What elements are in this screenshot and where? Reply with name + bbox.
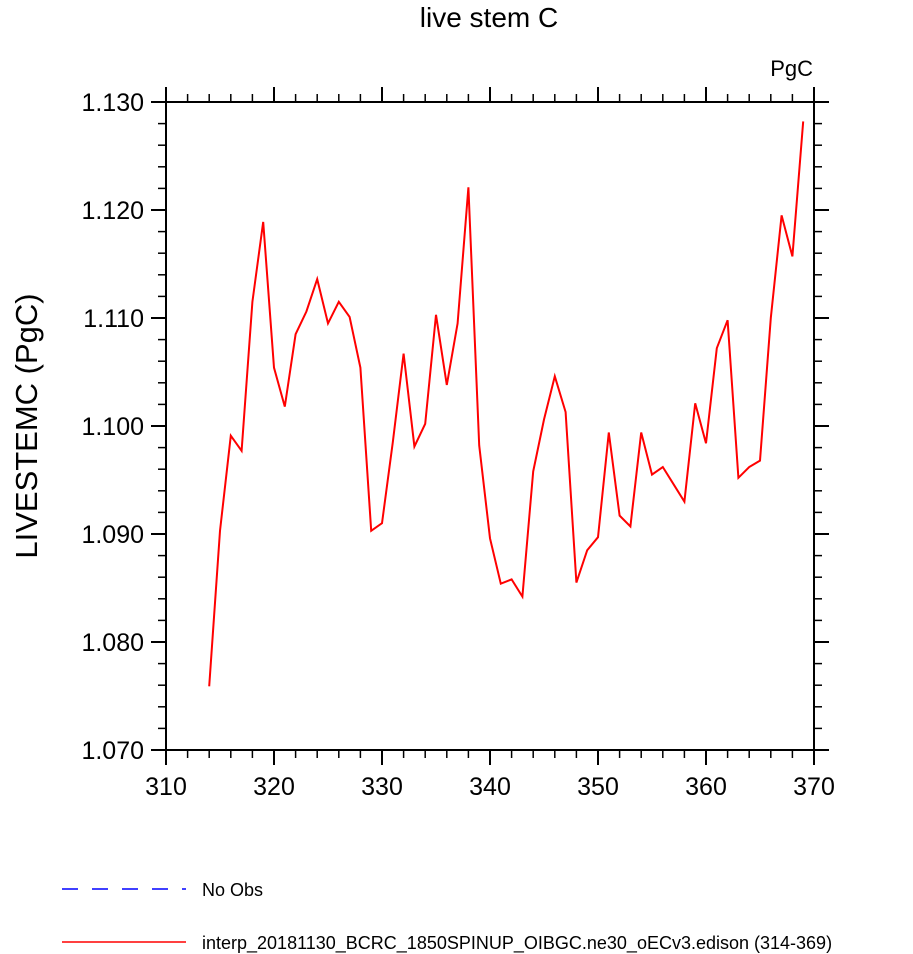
y-tick-labels: 1.070 1.080 1.090 1.100 1.110 1.120 1.130 <box>81 89 144 765</box>
y-tick-label: 1.130 <box>81 89 144 117</box>
series-line <box>208 121 805 687</box>
axis-ticks <box>151 87 829 765</box>
x-tick-label: 360 <box>685 773 727 801</box>
x-tick-label: 310 <box>145 773 187 801</box>
y-axis-label: LIVESTEMC (PgC) <box>9 293 44 558</box>
y-tick-label: 1.070 <box>81 737 144 765</box>
y-tick-label: 1.120 <box>81 197 144 225</box>
x-tick-label: 350 <box>577 773 619 801</box>
legend-label-no-obs: No Obs <box>202 880 263 900</box>
chart-title: live stem C <box>420 2 558 33</box>
x-tick-labels: 310 320 330 340 350 360 370 <box>145 773 835 801</box>
legend-label-model: interp_20181130_BCRC_1850SPINUP_OIBGC.ne… <box>202 933 832 954</box>
x-tick-label: 370 <box>793 773 835 801</box>
units-label: PgC <box>770 56 813 81</box>
x-tick-label: 330 <box>361 773 403 801</box>
series-layer <box>208 121 805 687</box>
y-tick-label: 1.090 <box>81 521 144 549</box>
y-tick-label: 1.110 <box>83 305 144 333</box>
x-tick-label: 320 <box>253 773 295 801</box>
x-tick-label: 340 <box>469 773 511 801</box>
legend: No Obs interp_20181130_BCRC_1850SPINUP_O… <box>62 880 832 954</box>
y-tick-label: 1.080 <box>81 629 144 657</box>
plot-frame <box>165 101 815 751</box>
y-tick-label: 1.100 <box>81 413 144 441</box>
